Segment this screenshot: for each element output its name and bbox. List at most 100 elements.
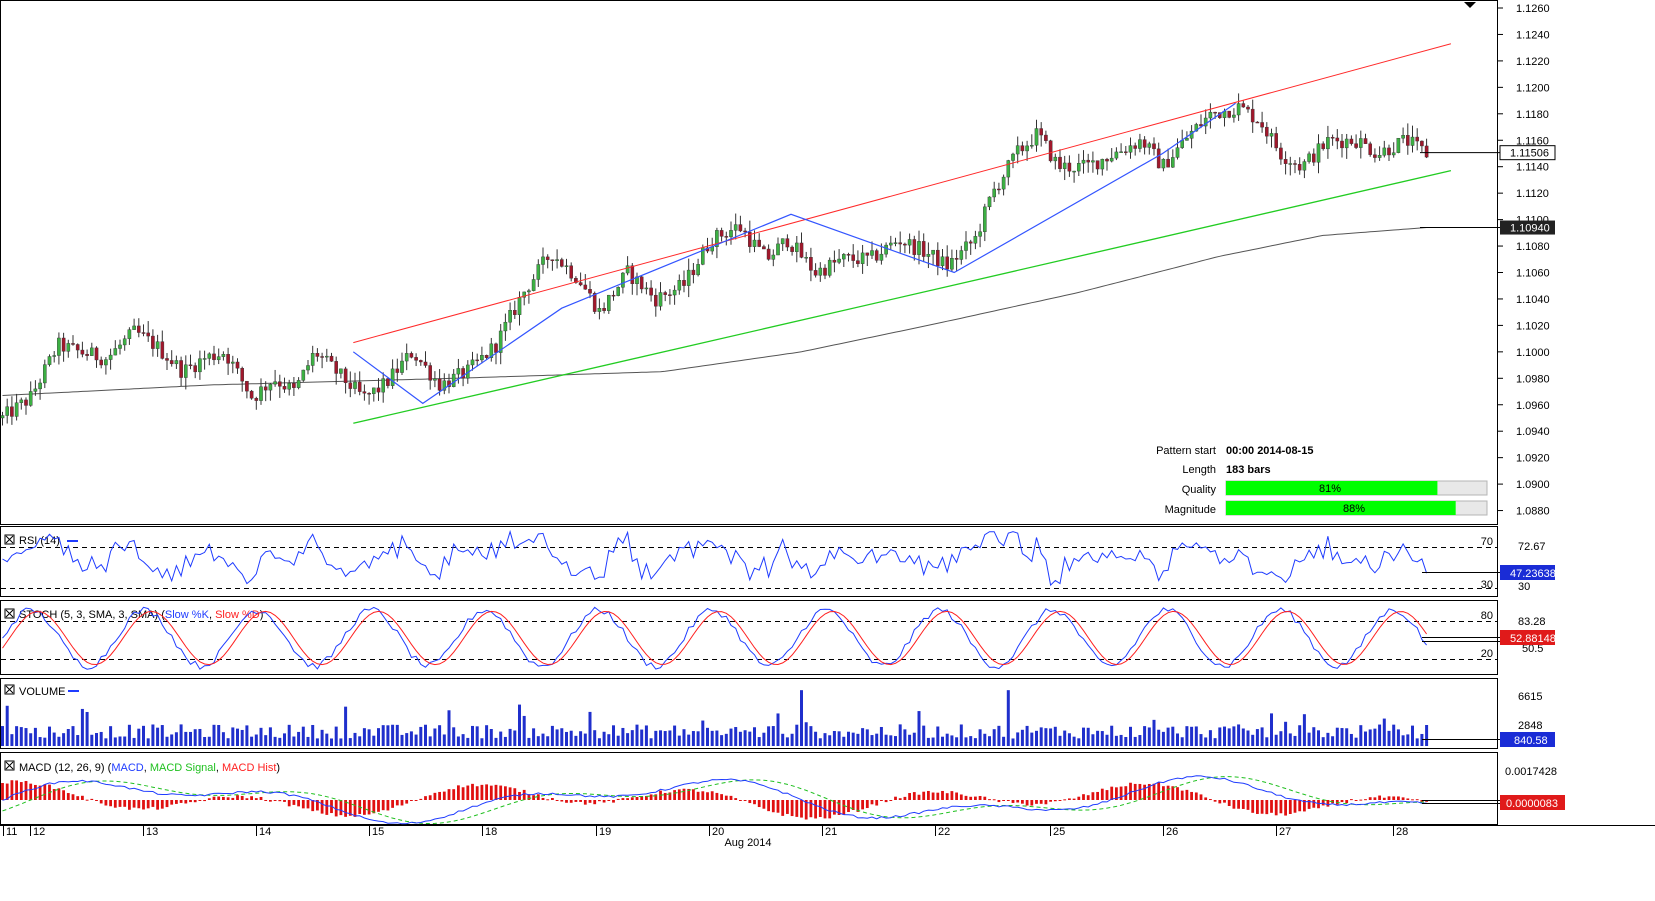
candle-body [954, 257, 959, 260]
macd-hist-bar [682, 788, 686, 800]
candle-body [1058, 156, 1062, 169]
macd-hist-bar [1190, 791, 1193, 800]
volume-bar [1035, 730, 1038, 746]
volume-bar [485, 725, 489, 746]
candle-body [381, 378, 386, 393]
volume-bar [95, 733, 98, 746]
stoch-tick-mid: 50.5 [1522, 643, 1543, 655]
macd-hist-bar [1086, 795, 1090, 800]
price-tick-label: 1.1200 [1516, 82, 1550, 94]
candle-body [339, 368, 343, 374]
volume-bar [969, 736, 973, 746]
macd-hist-bar [687, 788, 691, 800]
volume-bar [146, 738, 150, 746]
macd-hist-bar [142, 800, 145, 810]
quality-bar-fill [1226, 481, 1438, 495]
volume-bar [381, 725, 385, 746]
volume-bar [635, 724, 639, 746]
quality-value: 81% [1319, 483, 1341, 495]
volume-bar [395, 724, 399, 746]
candle-body [198, 358, 202, 373]
volume-bar [842, 736, 846, 746]
candle-body [607, 294, 611, 311]
candle-body [893, 242, 898, 244]
volume-bar [174, 732, 178, 746]
candle-body [433, 378, 437, 381]
macd-hist-bar [76, 796, 80, 800]
candle-body [282, 386, 287, 390]
macd-hist-bar [137, 800, 141, 809]
candle-body [104, 359, 108, 366]
candle-body [968, 241, 973, 244]
candle-body [771, 254, 776, 260]
rsi-path [2, 529, 1428, 587]
volume-bar [583, 733, 587, 746]
candle-body [931, 249, 935, 255]
candle-body [860, 252, 865, 264]
candle-body [945, 256, 949, 270]
candle-body [950, 257, 954, 270]
macd-hist-label: MACD Hist [222, 762, 276, 774]
macd-hist-bar [1180, 790, 1184, 800]
candle-body [611, 294, 616, 297]
volume-bar [823, 733, 827, 746]
candle-body [983, 206, 987, 232]
candle-body [527, 290, 531, 293]
volume-bar [1270, 713, 1273, 746]
volume-bar [193, 729, 197, 746]
collapse-arrow-icon[interactable] [1464, 2, 1476, 8]
macd-hist-bar [66, 793, 70, 800]
macd-hist-bar [1279, 800, 1283, 814]
macd-hist-bar [386, 800, 390, 811]
candle-body [1363, 138, 1368, 144]
candle-body [940, 256, 945, 267]
volume-bar [489, 729, 493, 746]
volume-bar [1161, 731, 1165, 746]
volume-bar [391, 724, 395, 746]
macd-hist-bar [715, 792, 719, 800]
volume-bar [1368, 729, 1372, 746]
volume-bar [268, 727, 272, 746]
candle-body [456, 368, 461, 375]
volume-bar [649, 738, 653, 746]
price-tick-label: 1.0980 [1516, 373, 1550, 385]
candle-body [795, 242, 799, 252]
candle-body [484, 355, 489, 358]
candle-body [1100, 158, 1105, 170]
macd-hist-bar [1359, 799, 1363, 801]
rsi-last-value: 47.23638 [1510, 568, 1556, 580]
macd-hist-bar [113, 800, 117, 808]
candle-body [57, 337, 61, 356]
volume-bar [522, 715, 526, 746]
volume-bar [889, 735, 893, 746]
candle-body [658, 292, 663, 307]
volume-bar [1335, 727, 1339, 746]
volume-bar [1359, 725, 1363, 746]
macd-hist-bar [1021, 800, 1024, 804]
macd-hist-bar [583, 800, 587, 805]
macd-hist-bar [931, 792, 935, 800]
volume-bar [753, 727, 756, 746]
macd-hist-bar [1284, 800, 1287, 816]
volume-bar [597, 738, 601, 746]
time-tick-label: 21 [825, 826, 837, 838]
volume-bar [24, 728, 28, 746]
volume-bar [729, 728, 733, 746]
volume-bar [1157, 729, 1161, 746]
candle-body [809, 257, 813, 271]
candle-body [541, 256, 545, 265]
candle-body [118, 344, 122, 349]
candle-body [616, 287, 620, 296]
volume-bar [245, 725, 249, 746]
candle-body [588, 289, 592, 294]
macd-hist-bar [259, 796, 263, 800]
volume-bar [1251, 734, 1255, 746]
macd-hist-bar [222, 796, 225, 800]
candle-body [879, 253, 884, 261]
macd-hist-bar [936, 792, 940, 800]
candle-body [625, 265, 630, 274]
macd-hist-bar [81, 795, 84, 800]
volume-bar [1006, 690, 1010, 746]
volume-bar [715, 730, 719, 746]
stoch-k-path [2, 606, 1427, 670]
